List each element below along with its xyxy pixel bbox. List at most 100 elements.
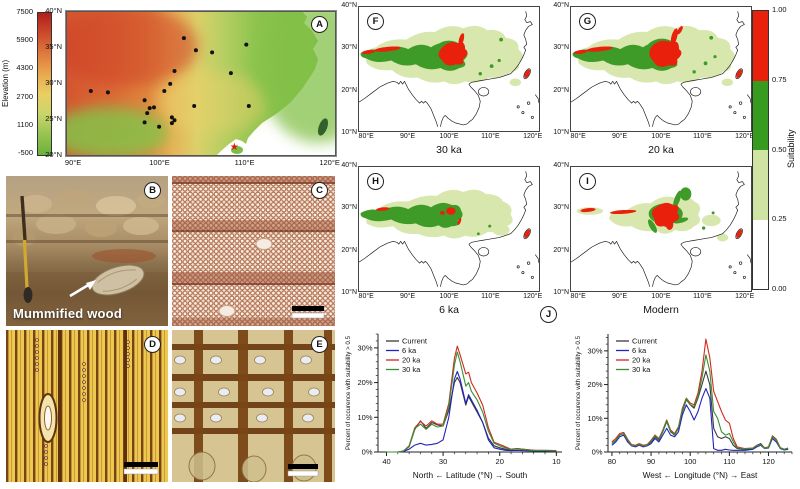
panel-g-caption: 20 ka [648, 144, 674, 156]
panel-b-field-photo: Mummified wood B [6, 176, 168, 326]
series-line-30-ka [611, 354, 789, 450]
scale-bar-white [287, 470, 319, 477]
scale-bar-black [124, 462, 158, 467]
taiwan-island [317, 118, 329, 136]
legend-label: 6 ka [402, 346, 417, 355]
latitude-tick-label: 20°N [553, 246, 569, 254]
elevation-tick-label: 5900 [16, 35, 33, 45]
legend-label: 20 ka [402, 356, 421, 365]
panel-a-elevation-map: ★ [65, 10, 337, 157]
fossil-site-dot [105, 90, 110, 95]
red-soil-streak [92, 249, 156, 263]
latitude-tick-label: 40°N [341, 2, 357, 9]
panel-i-suitability-map-modern: 40°N 30°N 20°N 10°N 80°E 90°E 100°E 110°E 120°E… [553, 162, 754, 316]
latitude-tick-label: 10°N [341, 128, 357, 136]
fossil-site-dot [172, 69, 177, 73]
y-tick-label: 0% [592, 448, 603, 457]
east-green-shade [260, 11, 336, 143]
latitude-tick-label: 20°N [45, 150, 62, 159]
panel-h-caption: 6 ka [439, 304, 459, 316]
latitude-tick-label: 30°N [341, 44, 357, 52]
fossil-site-dot [228, 71, 233, 76]
y-tick-label: 30% [587, 346, 602, 355]
hainan-island [231, 146, 243, 154]
suitability-colorbar-ticks: 1.00 0.75 0.50 0.25 0.00 [772, 5, 800, 293]
panel-g-label: G [579, 13, 596, 30]
suitability-colorbar [752, 10, 769, 290]
panel-g-suitability-map-20ka: 40°N 30°N 20°N 10°N 80°E 90°E 100°E 110°E 120°E… [553, 2, 754, 156]
scale-bar-black [288, 464, 318, 469]
mummified-wood-log [91, 264, 145, 296]
legend-label: Current [402, 337, 428, 346]
elevation-tick-label: 4300 [16, 63, 33, 73]
fossil-site-dot [169, 115, 174, 120]
fusiform-ray [38, 393, 58, 443]
longitude-tick-label: 80°E [570, 133, 586, 140]
fossil-site-dot [147, 106, 152, 111]
legend-label: 30 ka [402, 365, 421, 374]
panel-g-xticks: 80°E 90°E 100°E 110°E 120°E [570, 133, 755, 142]
y-axis-label: Percent of occurence with suitability > … [345, 335, 352, 450]
cross-field-pits [174, 355, 320, 423]
longitude-tick-label: 90°E [64, 158, 82, 167]
latitude-tick-label: 20°N [553, 86, 569, 94]
suitability-tick-label: 0.25 [772, 214, 787, 224]
mummified-wood-caption: Mummified wood [13, 306, 122, 321]
longitude-tick-label: 90°E [611, 293, 628, 300]
elevation-tick-label: -500 [17, 147, 33, 157]
panel-i-label: I [579, 173, 596, 190]
legend-label: 6 ka [632, 346, 647, 355]
resin-canal [218, 305, 236, 317]
legend-label: 30 ka [632, 365, 651, 374]
elevation-colorbar-ticks: 7500 5900 4300 2700 1100 -500 [6, 7, 33, 157]
radial-section-art [172, 330, 335, 482]
series-line-30-ka [386, 351, 557, 453]
panel-d-label: D [144, 336, 161, 353]
suitability-colorbar-segment [753, 80, 768, 150]
longitude-tick-label: 100°E [149, 158, 170, 167]
panel-f-label: F [367, 13, 384, 30]
y-tick-label: 20% [587, 380, 602, 389]
series-line-6-ka [611, 388, 789, 451]
suitability-axis-label: Suitability [786, 129, 796, 169]
yellow-terrain-shade [159, 73, 269, 133]
suitability-tick-label: 0.00 [772, 284, 787, 293]
y-tick-label: 0% [362, 448, 373, 457]
tangential-section-art [6, 330, 168, 482]
y-tick-label: 30% [357, 343, 372, 352]
x-tick-label: 20 [496, 457, 504, 466]
longitude-tick-label: 80°E [570, 293, 586, 300]
study-site-star: ★ [230, 142, 239, 153]
latitude-tick-label: 40°N [553, 2, 569, 9]
x-tick-label: 80 [608, 457, 616, 466]
suitability-blobs [576, 187, 743, 242]
suitability-tick-label: 1.00 [772, 5, 787, 14]
y-tick-label: 20% [357, 378, 372, 387]
elevation-tick-label: 2700 [16, 91, 33, 101]
fossil-site-dot [192, 104, 197, 108]
elevation-tick-label: 1100 [16, 119, 33, 129]
panel-a-latitude-ticks: 40°N 35°N 30°N 25°N 20°N [38, 6, 62, 159]
x-axis-label: West ← Longitude (°N) → East [643, 470, 758, 480]
longitude-tick-label: 100°E [439, 293, 459, 300]
longitude-tick-label: 120°E [735, 293, 755, 300]
fossil-site-dot [193, 48, 198, 53]
outcrop-photo-art [6, 176, 168, 326]
suitability-colorbar-segment [753, 11, 768, 81]
panel-c-cross-section: C [172, 176, 335, 326]
panel-i-yticks: 40°N 30°N 20°N 10°N [544, 162, 569, 296]
latitude-tick-label: 10°N [553, 288, 569, 296]
longitude-tick-label: 110°E [693, 133, 712, 140]
panel-h-xticks: 80°E 90°E 100°E 110°E 120°E [359, 293, 543, 302]
tibet-plateau-shade [66, 11, 198, 86]
latitude-tick-label: 30°N [341, 204, 357, 212]
latitude-tick-label: 40°N [45, 6, 62, 15]
rock-texture [12, 190, 165, 246]
pointer-arrow-icon [69, 280, 96, 298]
suitability-blobs [360, 25, 531, 87]
x-tick-label: 120 [762, 457, 775, 466]
panel-e-label: E [311, 336, 328, 353]
latitude-tick-label: 30°N [553, 204, 569, 212]
latitude-tick-label: 30°N [553, 44, 569, 52]
panel-j-label: J [540, 306, 557, 323]
